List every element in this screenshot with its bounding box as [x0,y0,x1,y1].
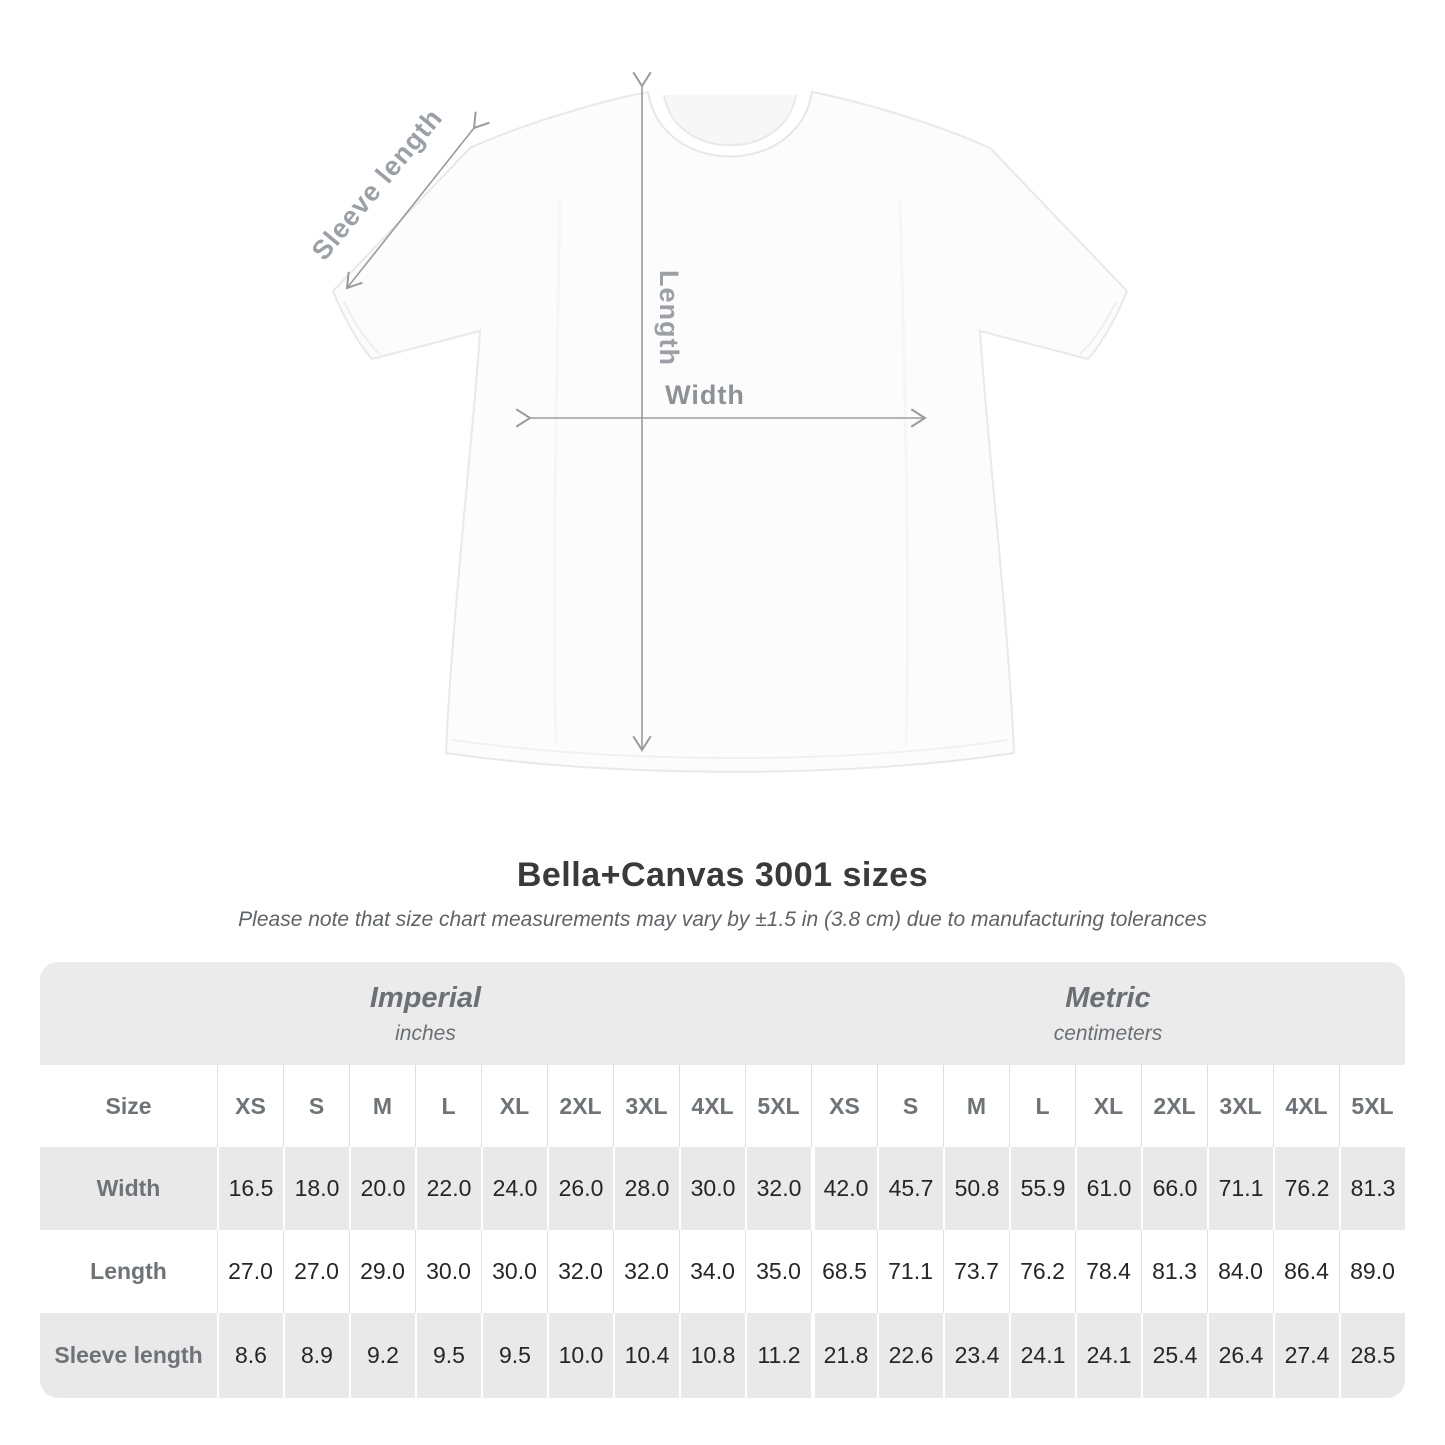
sleeve-imperial-value: 9.5 [481,1313,547,1398]
width-imperial-value: 16.5 [217,1147,283,1230]
size-header-metric: XS [811,1065,877,1147]
sleeve-metric-value: 25.4 [1141,1313,1207,1398]
sleeve-metric-value: 23.4 [943,1313,1009,1398]
width-imperial-value: 18.0 [283,1147,349,1230]
sleeve-metric-value: 27.4 [1273,1313,1339,1398]
tshirt-body [331,90,1129,773]
width-metric-value: 42.0 [811,1147,877,1230]
sleeve-imperial-value: 11.2 [745,1313,811,1398]
row-label-length: Length [40,1230,217,1313]
length-imperial-value: 29.0 [349,1230,415,1313]
tshirt-graphic: Sleeve length Length Width [306,71,1129,773]
width-label: Width [665,380,745,410]
size-header-imperial: L [415,1065,481,1147]
right-sleeve-hem [1079,301,1117,355]
row-label-width: Width [40,1147,217,1230]
sleeve-metric-value: 24.1 [1009,1313,1075,1398]
length-imperial-value: 30.0 [481,1230,547,1313]
sleeve-metric-value: 26.4 [1207,1313,1273,1398]
sleeve-metric-value: 22.6 [877,1313,943,1398]
width-metric-value: 71.1 [1207,1147,1273,1230]
bottom-hem-stitch [451,739,1009,759]
length-imperial-value: 27.0 [217,1230,283,1313]
tolerance-note: Please note that size chart measurements… [238,908,1207,931]
length-imperial-value: 32.0 [547,1230,613,1313]
width-imperial-value: 26.0 [547,1147,613,1230]
imperial-group-header: Imperial inches [40,962,811,1065]
size-header-metric: M [943,1065,1009,1147]
sleeve-metric-value: 28.5 [1339,1313,1405,1398]
sleeve-imperial-value: 10.4 [613,1313,679,1398]
length-imperial-value: 34.0 [679,1230,745,1313]
length-imperial-value: 30.0 [415,1230,481,1313]
width-metric-value: 50.8 [943,1147,1009,1230]
width-imperial-value: 24.0 [481,1147,547,1230]
length-metric-value: 73.7 [943,1230,1009,1313]
size-header-imperial: XS [217,1065,283,1147]
size-header-metric: XL [1075,1065,1141,1147]
size-header-metric: 2XL [1141,1065,1207,1147]
left-sleeve-hem [343,301,381,355]
length-metric-value: 68.5 [811,1230,877,1313]
length-imperial-value: 35.0 [745,1230,811,1313]
sleeve-imperial-value: 10.0 [547,1313,613,1398]
length-metric-value: 89.0 [1339,1230,1405,1313]
size-header-imperial: 4XL [679,1065,745,1147]
metric-group-name: Metric [1065,981,1151,1014]
length-label: Length [654,270,684,366]
imperial-group-unit: inches [395,1021,456,1045]
size-header-imperial: M [349,1065,415,1147]
metric-group-unit: centimeters [1053,1021,1163,1045]
length-metric-value: 71.1 [877,1230,943,1313]
width-metric-value: 66.0 [1141,1147,1207,1230]
length-metric-value: 76.2 [1009,1230,1075,1313]
width-metric-value: 55.9 [1009,1147,1075,1230]
length-imperial-value: 32.0 [613,1230,679,1313]
length-metric-value: 86.4 [1273,1230,1339,1313]
size-column-header: Size [40,1065,217,1147]
sleeve-imperial-value: 8.6 [217,1313,283,1398]
row-label-sleeve-length: Sleeve length [40,1313,217,1398]
length-metric-value: 78.4 [1075,1230,1141,1313]
sleeve-imperial-value: 9.2 [349,1313,415,1398]
length-metric-value: 81.3 [1141,1230,1207,1313]
width-imperial-value: 30.0 [679,1147,745,1230]
imperial-group-name: Imperial [369,981,482,1014]
sleeve-imperial-value: 10.8 [679,1313,745,1398]
width-imperial-value: 20.0 [349,1147,415,1230]
length-imperial-value: 27.0 [283,1230,349,1313]
size-header-imperial: S [283,1065,349,1147]
size-header-imperial: 3XL [613,1065,679,1147]
fold-line [898,199,910,746]
width-metric-value: 61.0 [1075,1147,1141,1230]
size-header-metric: 3XL [1207,1065,1273,1147]
size-header-metric: 4XL [1273,1065,1339,1147]
size-table: Imperial inches Metric centimeters Size … [40,962,1405,1398]
width-metric-value: 45.7 [877,1147,943,1230]
sleeve-length-arrow [345,111,490,290]
size-header-metric: L [1009,1065,1075,1147]
sleeve-imperial-value: 8.9 [283,1313,349,1398]
sleeve-metric-value: 24.1 [1075,1313,1141,1398]
sleeve-imperial-value: 9.5 [415,1313,481,1398]
size-header-imperial: XL [481,1065,547,1147]
units-band: Imperial inches Metric centimeters [40,962,1405,1065]
tshirt-collar-inner [663,94,797,147]
metric-group-header: Metric centimeters [811,962,1405,1065]
sleeve-metric-value: 21.8 [811,1313,877,1398]
size-header-metric: S [877,1065,943,1147]
size-header-imperial: 5XL [745,1065,811,1147]
width-metric-value: 76.2 [1273,1147,1339,1230]
page-title: Bella+Canvas 3001 sizes [516,856,929,894]
width-imperial-value: 28.0 [613,1147,679,1230]
width-imperial-value: 22.0 [415,1147,481,1230]
length-metric-value: 84.0 [1207,1230,1273,1313]
size-header-imperial: 2XL [547,1065,613,1147]
width-imperial-value: 32.0 [745,1147,811,1230]
size-header-metric: 5XL [1339,1065,1405,1147]
fold-line [552,199,562,746]
width-metric-value: 81.3 [1339,1147,1405,1230]
